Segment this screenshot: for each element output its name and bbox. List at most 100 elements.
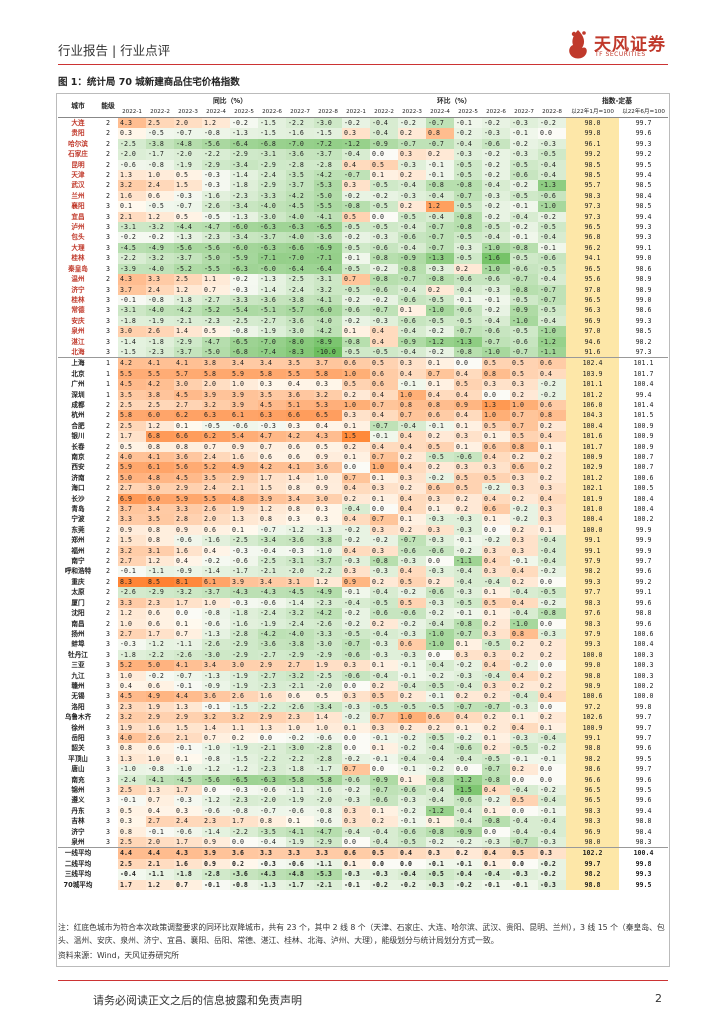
- mom-value: 0.0: [538, 660, 566, 671]
- mom-value: -0.5: [482, 222, 510, 233]
- yoy-value: -2.1: [258, 743, 286, 754]
- mom-value: -0.8: [510, 284, 538, 295]
- tier-level: 3: [106, 827, 110, 836]
- yoy-value: -6.6: [286, 242, 314, 254]
- mom-value: -0.8: [426, 274, 454, 285]
- mom-value: 0.0: [454, 357, 482, 369]
- yoy-value: -5.6: [174, 242, 202, 254]
- footer-rule: [58, 980, 668, 981]
- mom-value: -0.3: [454, 587, 482, 598]
- index-jan22: 102.2: [566, 847, 619, 859]
- yoy-value: -4.1: [146, 774, 174, 785]
- yoy-value: -1.4: [118, 336, 146, 347]
- city-name: 赣州: [71, 681, 85, 690]
- mom-value: 0.6: [538, 357, 566, 369]
- city-name: 宜昌: [71, 212, 85, 221]
- mom-value: -0.2: [370, 535, 398, 546]
- yoy-value: 3.9: [230, 399, 258, 411]
- mom-value: -0.6: [398, 315, 426, 327]
- yoy-value: -8.9: [314, 336, 342, 347]
- index-jan22: 102.1: [566, 483, 619, 494]
- mom-value: 0.0: [342, 732, 370, 744]
- city-row: 济宁 3 3.7 2.4 1.2 0.7 -0.3 -1.4 -2.4 -3.2 -0.5 -0.6-…: [58, 284, 668, 295]
- mom-value: -0.1: [454, 608, 482, 619]
- city-name: 常德: [71, 306, 85, 315]
- yoy-value: 1.5: [118, 535, 146, 546]
- yoy-value: -5.9: [230, 253, 258, 264]
- mom-value: 0.3: [510, 472, 538, 484]
- mom-value: -0.2: [538, 117, 566, 129]
- tier-level: 2: [106, 171, 110, 180]
- index-jan22: 91.6: [566, 346, 619, 358]
- yoy-value: -1.7: [230, 566, 258, 577]
- yoy-value: 4.1: [174, 660, 202, 671]
- logo-text: 天风证券: [594, 35, 666, 55]
- yoy-value: 4.4: [118, 847, 146, 859]
- tier-level: 1: [98, 357, 118, 369]
- yoy-value: 2.4: [202, 483, 230, 494]
- index-jun22: 99.6: [635, 129, 652, 138]
- yoy-value: 3.4: [258, 576, 286, 588]
- yoy-value: -3.3: [230, 294, 258, 306]
- yoy-value: -3.7: [314, 556, 342, 567]
- yoy-value: 1.0: [118, 618, 146, 629]
- mom-value: 0.2: [538, 649, 566, 661]
- yoy-value: -3.6: [314, 232, 342, 243]
- month-header: 2022-5: [454, 107, 482, 118]
- city-name: 天津: [71, 171, 85, 180]
- yoy-value: -6.0: [314, 305, 342, 316]
- yoy-value: -1.2: [202, 795, 230, 806]
- yoy-value: -0.1: [118, 795, 146, 806]
- yoy-value: -3.6: [258, 639, 286, 650]
- index-jun22: 100.4: [619, 847, 669, 859]
- yoy-value: 2.5: [118, 858, 146, 870]
- index-jan22: 98.3: [566, 190, 619, 202]
- yoy-value: -3.4: [258, 535, 286, 546]
- city-name: 南充: [71, 775, 85, 784]
- tier-level: 3: [106, 212, 110, 221]
- mom-value: 0.2: [538, 670, 566, 681]
- mom-value: 0.3: [482, 628, 510, 640]
- yoy-value: 1.6: [146, 722, 174, 733]
- yoy-value: 6.6: [286, 410, 314, 421]
- yoy-value: 4.1: [286, 462, 314, 473]
- yoy-value: 0.4: [146, 805, 174, 817]
- data-source: 资料来源：Wind，天风证券研究所: [58, 951, 179, 960]
- yoy-value: 3.0: [174, 379, 202, 390]
- yoy-value: 6.3: [258, 410, 286, 421]
- mom-value: -0.7: [426, 222, 454, 233]
- mom-value: 0.4: [342, 514, 370, 525]
- yoy-value: -6.3: [258, 222, 286, 233]
- mom-value: 0.1: [398, 305, 426, 316]
- yoy-value: 3.3: [118, 514, 146, 525]
- mom-value: 0.4: [370, 441, 398, 452]
- yoy-value: 6.0: [146, 410, 174, 421]
- index-jan22: 97.0: [566, 326, 619, 337]
- mom-value: 0.3: [398, 149, 426, 160]
- mom-value: 0.6: [426, 410, 454, 421]
- mom-value: -0.2: [426, 837, 454, 848]
- yoy-value: -5.8: [286, 774, 314, 785]
- yoy-value: -1.3: [258, 879, 286, 891]
- yoy-value: -6.4: [286, 263, 314, 275]
- yoy-value: -0.1: [118, 294, 146, 306]
- yoy-value: -2.1: [258, 566, 286, 577]
- yoy-value: -1.3: [314, 524, 342, 536]
- mom-value: -0.1: [538, 753, 566, 765]
- city-name: 遵义: [71, 796, 85, 805]
- mom-value: -0.3: [538, 879, 566, 891]
- yoy-value: -7.0: [258, 336, 286, 347]
- mom-value: -0.2: [426, 764, 454, 775]
- tier-level: 3: [106, 723, 110, 732]
- yoy-value: -4.2: [286, 190, 314, 202]
- mom-value: 0.8: [426, 128, 454, 139]
- mom-value: -0.7: [454, 326, 482, 337]
- mom-value: 0.7: [426, 368, 454, 380]
- yoy-value: -1.2: [202, 764, 230, 775]
- yoy-value: 5.5: [286, 368, 314, 380]
- mom-value: -0.7: [398, 535, 426, 546]
- city-row: 武汉 2 3.2 2.4 1.5 -0.3 -1.8 -2.9 -3.7 -5.3 0.3 -0.5-…: [58, 180, 668, 191]
- yoy-value: -1.8: [174, 294, 202, 306]
- mom-value: -0.2: [342, 315, 370, 327]
- mom-value: 0.3: [482, 462, 510, 473]
